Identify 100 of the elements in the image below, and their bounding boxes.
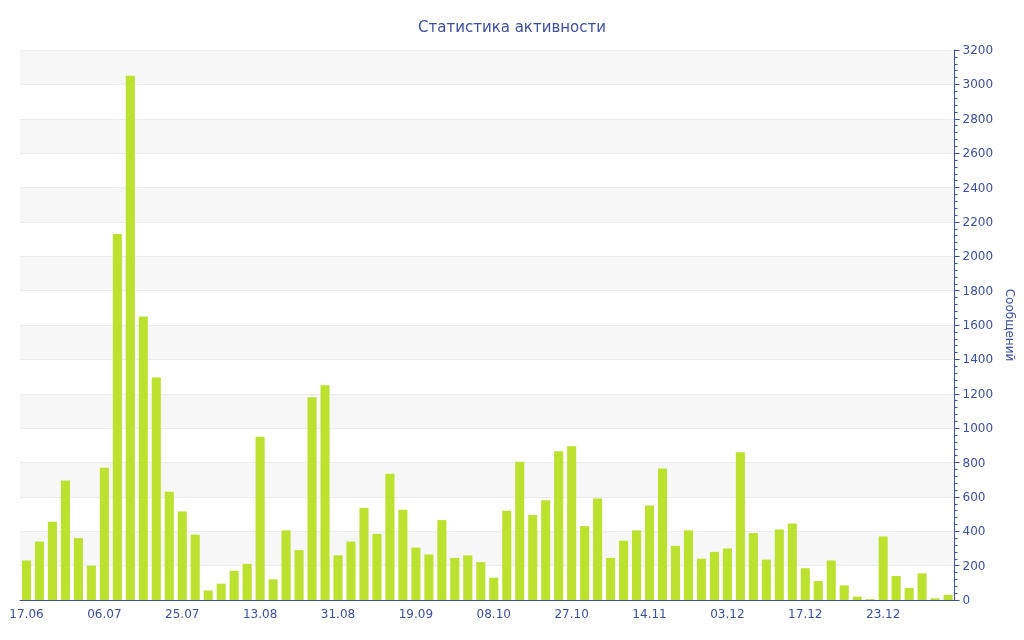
bar — [917, 573, 927, 600]
bar — [826, 560, 836, 600]
y-tick-label: 600 — [962, 489, 986, 504]
y-tick-label: 2200 — [962, 214, 994, 229]
bar — [268, 579, 278, 600]
bar — [385, 473, 395, 600]
y-tick-label: 1000 — [962, 421, 994, 436]
bar — [593, 498, 603, 600]
y-axis-title: Сообщений — [1003, 288, 1017, 362]
y-tick-label: 2600 — [962, 146, 994, 161]
y-tick-label: 2800 — [962, 111, 994, 126]
bar — [891, 575, 901, 600]
x-tick-label: 23.12 — [865, 607, 901, 621]
bar — [242, 563, 252, 600]
bar — [683, 530, 694, 600]
bar — [644, 505, 655, 600]
bar — [125, 75, 135, 600]
bar — [606, 557, 616, 600]
bar — [424, 554, 434, 600]
y-tick-label: 1400 — [962, 352, 994, 367]
bar — [333, 555, 343, 600]
bar — [359, 508, 369, 600]
bar — [541, 500, 551, 600]
bar — [580, 526, 590, 600]
y-tick-label: 3200 — [962, 43, 994, 57]
bar — [255, 436, 265, 600]
bar — [281, 530, 291, 600]
x-tick-label: 14.11 — [632, 607, 667, 621]
y-tick-label: 200 — [962, 558, 986, 573]
bar — [190, 534, 200, 600]
bar — [34, 541, 45, 600]
y-tick-label: 1600 — [962, 318, 994, 332]
bar — [307, 397, 317, 600]
bar — [346, 541, 356, 600]
y-tick-label: 400 — [962, 524, 986, 539]
y-tick-label: 0 — [962, 593, 971, 607]
bar — [21, 560, 32, 600]
bar — [515, 461, 525, 600]
chart-title: Статистика активности — [418, 17, 606, 36]
bar — [398, 509, 408, 600]
y-tick-label: 2400 — [962, 180, 994, 195]
bar — [294, 550, 304, 600]
x-tick-label: 03.12 — [710, 607, 745, 621]
bar — [216, 583, 226, 600]
x-tick-label: 17.06 — [9, 607, 44, 621]
bar — [164, 491, 174, 600]
bar — [709, 551, 719, 600]
bar — [619, 540, 629, 600]
bar — [60, 480, 70, 600]
bar — [177, 511, 187, 600]
x-tick-label: 19.09 — [398, 607, 434, 621]
x-tick-label: 08.10 — [476, 607, 511, 621]
x-tick-label: 17.12 — [788, 607, 823, 621]
bar — [463, 555, 473, 600]
bar — [86, 565, 96, 600]
x-tick-label: 06.07 — [87, 607, 122, 621]
bar — [878, 536, 888, 600]
bar — [502, 510, 512, 600]
bar — [320, 385, 330, 600]
bar — [450, 557, 460, 600]
bar — [657, 468, 668, 600]
bar — [203, 590, 213, 600]
bar — [774, 529, 784, 600]
bar — [761, 559, 771, 600]
x-tick-label: 13.08 — [242, 607, 278, 621]
bar — [47, 521, 57, 600]
bar — [567, 446, 577, 600]
bar — [904, 587, 914, 600]
bar — [112, 233, 122, 600]
bar — [735, 452, 745, 600]
bar — [229, 570, 239, 600]
bar — [839, 585, 849, 600]
bar — [787, 523, 797, 600]
bar — [813, 581, 823, 600]
bar — [73, 538, 83, 600]
bar — [476, 562, 486, 600]
bar — [151, 377, 161, 600]
bar — [632, 530, 642, 600]
y-tick-label: 2000 — [962, 249, 994, 264]
x-tick-label: 31.08 — [320, 607, 356, 621]
bar — [372, 533, 382, 600]
y-tick-label: 800 — [962, 455, 986, 470]
x-tick-label: 27.10 — [554, 607, 589, 621]
bar — [437, 520, 447, 600]
bar — [800, 568, 810, 600]
y-tick-label: 1800 — [962, 283, 994, 298]
bar — [696, 558, 706, 600]
bar — [138, 316, 148, 600]
bar — [99, 467, 109, 600]
y-tick-label: 3000 — [962, 77, 994, 92]
bar — [722, 548, 732, 600]
bar — [554, 451, 564, 600]
bar — [943, 594, 953, 600]
x-tick-label: 25.07 — [165, 607, 200, 621]
bar — [528, 514, 538, 600]
bar — [748, 532, 758, 600]
bar — [670, 545, 681, 600]
y-tick-label: 1200 — [962, 386, 994, 401]
bar — [489, 577, 499, 600]
bar — [411, 547, 421, 600]
